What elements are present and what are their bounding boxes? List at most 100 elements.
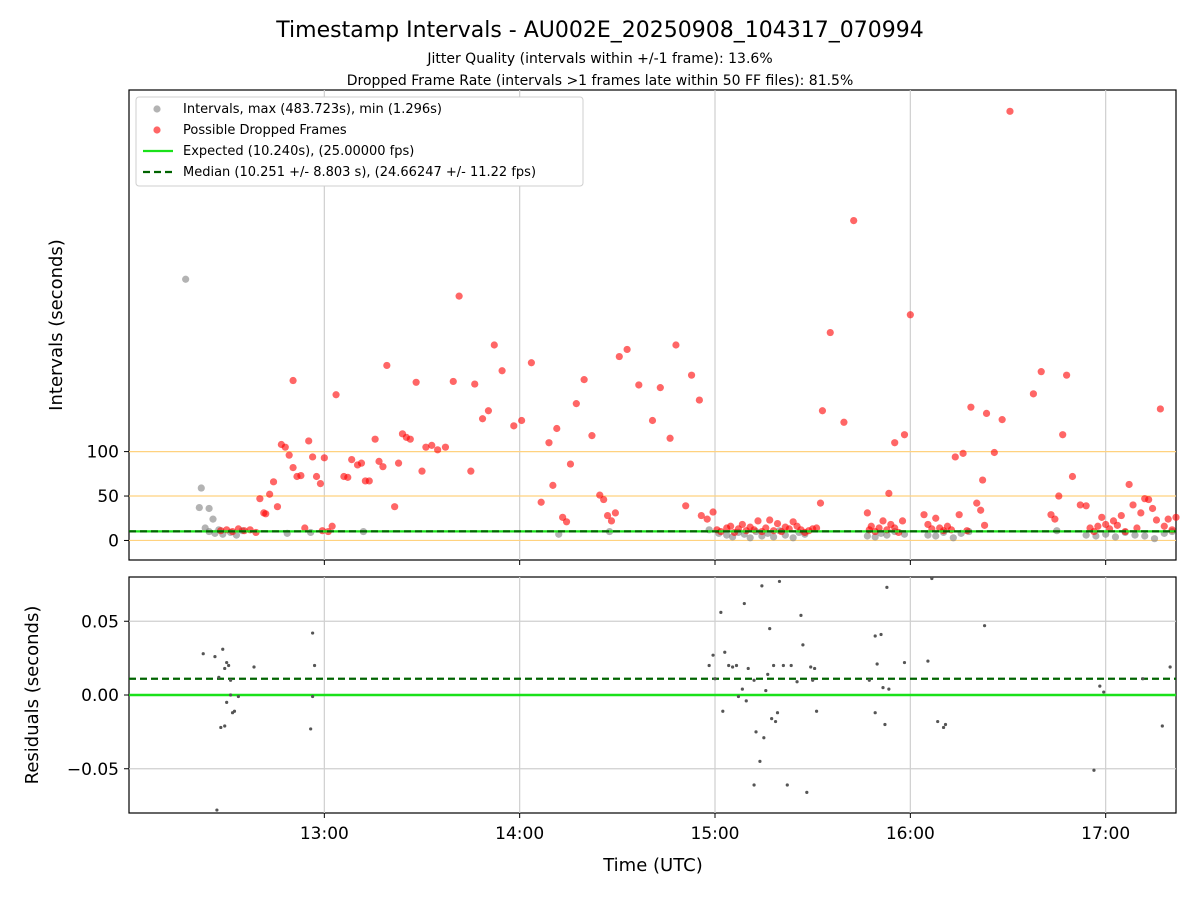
figure-subtitle-dropped: Dropped Frame Rate (intervals >1 frames …	[347, 73, 854, 89]
intervals-plot-frame	[128, 89, 1177, 561]
residual-point	[754, 730, 758, 734]
residual-point	[225, 700, 229, 704]
dropped-frame-point	[309, 453, 317, 461]
x-tick-label: 17:00	[1081, 824, 1130, 844]
dropped-frame-point	[600, 495, 608, 504]
dropped-frame-point	[955, 511, 963, 519]
dropped-frame-point	[656, 384, 664, 392]
dropped-frame-point	[1055, 492, 1063, 500]
residual-point	[930, 576, 934, 581]
dropped-frame-point	[549, 481, 557, 489]
dropped-frame-point	[441, 443, 450, 451]
residual-point	[227, 663, 231, 668]
residual-point	[752, 783, 756, 787]
residual-point	[232, 709, 237, 713]
dropped-frame-point	[256, 495, 264, 503]
residual-point	[752, 678, 756, 682]
dropped-frame-point	[566, 460, 575, 468]
residual-point	[785, 783, 789, 787]
intervals-y-ticks: 0 50 100	[87, 443, 1107, 565]
dropped-frame-point	[422, 443, 430, 451]
legend-box	[135, 96, 584, 187]
intervals-reference-lines	[129, 451, 1176, 542]
dropped-frame-point	[979, 476, 987, 484]
residual-point	[215, 808, 219, 812]
dropped-frame-point	[484, 407, 493, 415]
residual-point	[805, 790, 809, 794]
residual-point	[881, 686, 885, 690]
residual-point	[707, 663, 711, 668]
dropped-frame-point	[269, 478, 278, 486]
dropped-frame-point	[1117, 511, 1125, 520]
residual-point	[719, 610, 723, 615]
residual-point	[740, 687, 744, 691]
dropped-frame-point	[281, 443, 289, 451]
legend-label-intervals: Intervals, max (483.723s), min (1.296s)	[183, 102, 442, 117]
dropped-frame-point	[773, 519, 782, 528]
residual-point	[777, 579, 782, 584]
dropped-frame-point	[588, 432, 596, 440]
dropped-frame-point	[1148, 504, 1157, 513]
dropped-frame-point	[1172, 513, 1180, 521]
dropped-frame-point	[498, 367, 506, 375]
intervals-points	[129, 107, 1180, 543]
dropped-frame-point	[990, 448, 998, 457]
dropped-frame-point	[305, 437, 313, 445]
dropped-frame-point	[863, 509, 871, 517]
residual-point	[312, 663, 317, 668]
dropped-frame-point	[1125, 480, 1133, 489]
dropped-frame-point	[687, 371, 696, 379]
residuals-y-ticks: 0.05 0.00 −0.05	[67, 612, 129, 780]
dropped-frame-point	[850, 217, 858, 225]
residuals-y-tick-label: 0.00	[81, 686, 119, 706]
interval-point	[746, 534, 754, 542]
interval-point	[932, 532, 940, 540]
interval-point	[1150, 535, 1159, 543]
dropped-frame-point	[1051, 515, 1059, 523]
dropped-frame-point	[826, 328, 834, 337]
residual-point	[766, 672, 770, 676]
interval-point	[723, 531, 731, 539]
dropped-frame-point	[754, 517, 762, 525]
residual-point	[219, 725, 223, 730]
dropped-frame-point	[383, 361, 391, 370]
dropped-frame-point	[285, 451, 293, 459]
residual-point	[711, 653, 715, 657]
residual-point	[223, 724, 227, 728]
residual-point	[727, 663, 731, 668]
dropped-frame-point	[1098, 513, 1106, 521]
residual-point	[742, 601, 746, 606]
residual-point	[760, 584, 764, 588]
dropped-frame-point	[900, 431, 909, 439]
interval-point	[949, 534, 957, 542]
dropped-frame-point	[371, 435, 379, 443]
dropped-frame-point	[840, 418, 848, 426]
dropped-frame-point	[312, 472, 321, 481]
dropped-frame-point	[1063, 371, 1071, 379]
residual-point	[879, 632, 883, 637]
residual-point	[936, 719, 940, 724]
dropped-frame-point	[635, 381, 643, 389]
intervals-plot: 0 50 100 Intervals (seconds) Intervals, ma…	[46, 89, 1180, 565]
dropped-frame-point	[273, 503, 282, 511]
residual-point	[311, 631, 315, 635]
x-tick-label: 13:00	[300, 824, 349, 844]
intervals-y-label: Intervals (seconds)	[46, 239, 67, 411]
residual-point	[1160, 724, 1164, 728]
dropped-frame-point	[562, 518, 571, 526]
dropped-frame-point	[418, 467, 426, 475]
dropped-frame-point	[518, 416, 526, 425]
dropped-frame-point	[703, 515, 711, 523]
residual-point	[813, 666, 817, 671]
residuals-reference-lines	[129, 677, 1176, 697]
interval-point	[195, 503, 203, 512]
dropped-frame-point	[766, 516, 774, 524]
dropped-frame-point	[1129, 501, 1137, 509]
dropped-frame-point	[332, 391, 340, 399]
dropped-frame-point	[982, 409, 991, 418]
dropped-frame-point	[973, 499, 981, 507]
dropped-frame-point	[959, 449, 967, 457]
interval-point	[863, 532, 871, 540]
residual-point	[713, 677, 717, 681]
interval-point	[1131, 531, 1139, 539]
